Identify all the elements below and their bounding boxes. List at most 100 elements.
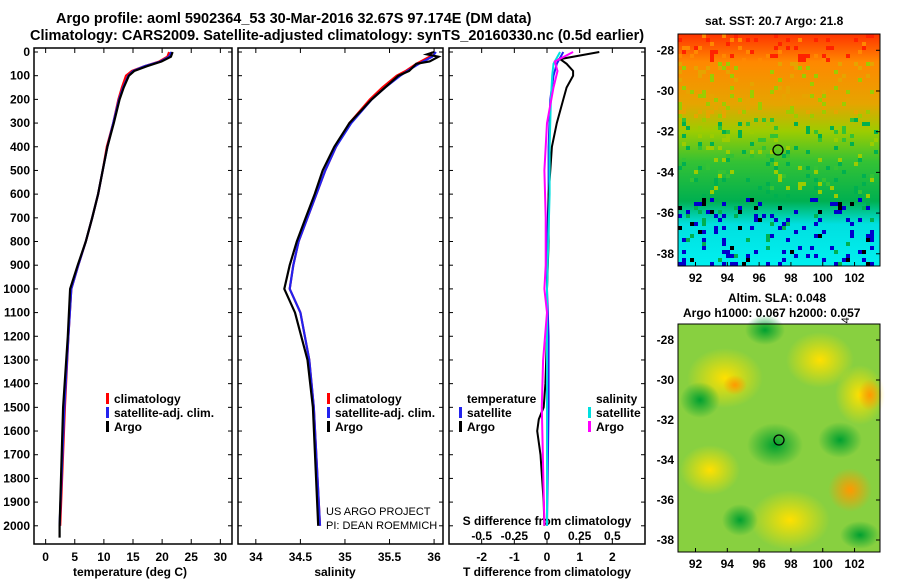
depth-tick-label: 700 bbox=[10, 211, 30, 225]
sst-pixel bbox=[814, 130, 818, 134]
sst-pixel bbox=[730, 262, 734, 266]
sst-pixel bbox=[842, 138, 846, 142]
sst-pixel bbox=[730, 86, 734, 90]
lon-tick-label: 98 bbox=[784, 557, 798, 571]
sst-pixel bbox=[770, 90, 774, 94]
sst-pixel bbox=[766, 162, 770, 166]
sst-pixel bbox=[710, 142, 714, 146]
sst-pixel bbox=[694, 46, 698, 50]
sst-pixel bbox=[702, 202, 706, 206]
sst-pixel bbox=[850, 234, 854, 238]
sst-pixel bbox=[806, 54, 810, 58]
legend-swatch-t-satellite bbox=[459, 407, 462, 418]
sla-map-subtitle: Argo h1000: 0.067 h2000: 0.057 bbox=[683, 306, 861, 320]
sst-pixel bbox=[678, 214, 682, 218]
sst-pixel bbox=[686, 214, 690, 218]
sst-pixel bbox=[862, 174, 866, 178]
sst-pixel bbox=[862, 258, 866, 262]
sst-map-frame bbox=[677, 33, 881, 267]
sst-pixel bbox=[734, 34, 738, 38]
sst-pixel bbox=[714, 226, 718, 230]
sst-pixel bbox=[710, 134, 714, 138]
x-tick-label: 5 bbox=[71, 550, 78, 564]
sst-pixel bbox=[734, 214, 738, 218]
sst-pixel bbox=[682, 258, 686, 262]
sst-pixel bbox=[818, 218, 822, 222]
sst-pixel bbox=[814, 178, 818, 182]
sst-pixel bbox=[766, 154, 770, 158]
sst-pixel bbox=[850, 118, 854, 122]
salinity-panel-frame bbox=[237, 47, 444, 545]
temperature-line-argo bbox=[58, 51, 174, 538]
sst-pixel bbox=[718, 146, 722, 150]
sst-pixel bbox=[818, 134, 822, 138]
x-tick-label: 2 bbox=[609, 550, 616, 564]
sla-blob bbox=[680, 382, 720, 418]
depth-tick-label: 300 bbox=[10, 116, 30, 130]
sst-pixel bbox=[686, 146, 690, 150]
x-tick-label: 35.5 bbox=[378, 550, 402, 564]
sst-pixel bbox=[722, 158, 726, 162]
sst-pixel bbox=[802, 74, 806, 78]
sst-pixel bbox=[854, 62, 858, 66]
sst-pixel bbox=[842, 102, 846, 106]
sst-pixel bbox=[774, 102, 778, 106]
depth-tick-label: 1100 bbox=[4, 306, 30, 320]
sst-pixel bbox=[782, 250, 786, 254]
sst-pixel bbox=[750, 90, 754, 94]
sst-pixel bbox=[778, 78, 782, 82]
sst-pixel bbox=[866, 74, 870, 78]
sst-pixel bbox=[722, 214, 726, 218]
sst-pixel bbox=[746, 106, 750, 110]
sst-pixel bbox=[766, 238, 770, 242]
sst-map-title: sat. SST: 20.7 Argo: 21.8 bbox=[705, 14, 844, 28]
legend-label-climatology: climatology bbox=[114, 392, 181, 406]
sst-pixel bbox=[830, 126, 834, 130]
x-tick-label: 0 bbox=[42, 550, 49, 564]
sst-pixel bbox=[838, 62, 842, 66]
sst-pixel bbox=[842, 258, 846, 262]
sst-pixel bbox=[834, 70, 838, 74]
sst-pixel bbox=[838, 206, 842, 210]
sst-pixel bbox=[802, 226, 806, 230]
sst-pixel bbox=[702, 118, 706, 122]
sst-pixel bbox=[690, 178, 694, 182]
salinity-ticks: 34 34.5 35 35.5 36 bbox=[249, 48, 441, 564]
sst-pixel bbox=[726, 250, 730, 254]
lat-tick-label: -28 bbox=[657, 43, 675, 57]
sst-pixel bbox=[806, 174, 810, 178]
sst-pixel bbox=[822, 102, 826, 106]
sst-pixel bbox=[838, 262, 842, 266]
sst-pixel bbox=[782, 154, 786, 158]
sst-pixel bbox=[746, 258, 750, 262]
legend-label-s-argo: Argo bbox=[596, 420, 624, 434]
sst-pixel bbox=[754, 214, 758, 218]
sst-pixel bbox=[854, 118, 858, 122]
sst-pixel bbox=[870, 34, 874, 38]
sst-pixel bbox=[722, 138, 726, 142]
sst-pixel bbox=[754, 206, 758, 210]
sst-pixel bbox=[698, 210, 702, 214]
sst-pixel bbox=[834, 198, 838, 202]
sst-pixel bbox=[718, 62, 722, 66]
sst-pixel bbox=[802, 182, 806, 186]
sst-pixel bbox=[678, 78, 682, 82]
sst-pixel bbox=[822, 58, 826, 62]
sst-pixel bbox=[834, 262, 838, 266]
sst-pixel bbox=[782, 98, 786, 102]
sst-pixel bbox=[834, 166, 838, 170]
sst-pixel bbox=[762, 214, 766, 218]
sst-pixel bbox=[686, 126, 690, 130]
x-tick-label: 10 bbox=[97, 550, 111, 564]
sst-pixel bbox=[778, 50, 782, 54]
sst-pixel bbox=[874, 138, 878, 142]
sst-pixel bbox=[702, 242, 706, 246]
sst-pixel bbox=[710, 110, 714, 114]
sst-pixel bbox=[678, 130, 682, 134]
sst-pixel bbox=[758, 138, 762, 142]
sst-pixel bbox=[710, 42, 714, 46]
sst-pixel bbox=[794, 46, 798, 50]
depth-tick-label: 1000 bbox=[3, 282, 30, 296]
sst-pixel bbox=[790, 250, 794, 254]
salinity-line-satelliteadj bbox=[288, 51, 437, 526]
